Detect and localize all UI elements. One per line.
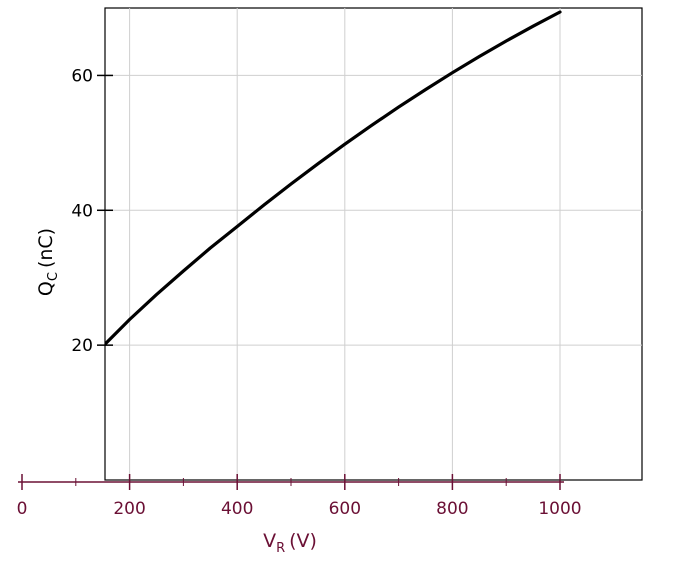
x-tick-label: 0 — [17, 499, 28, 519]
y-axis-symbol: Q — [35, 281, 57, 296]
y-axis-unit: (nC) — [35, 228, 57, 268]
x-tick-label: 1000 — [538, 499, 581, 519]
x-tick-label: 200 — [113, 499, 145, 519]
series — [105, 10, 562, 347]
x-tick-label: 800 — [436, 499, 468, 519]
y-axis-subscript: C — [46, 272, 61, 281]
axes: 0 200 400 600 800 1000 20 40 60 — [17, 66, 582, 519]
y-axis-title: QC (nC) — [35, 228, 61, 296]
y-tick-label: 20 — [71, 336, 93, 356]
plot-frame — [104, 7, 643, 481]
grid — [105, 8, 642, 480]
x-axis-symbol: V — [263, 530, 276, 552]
y-tick-label: 60 — [71, 66, 93, 86]
x-axis-subscript: R — [276, 541, 285, 556]
x-tick-label: 400 — [221, 499, 253, 519]
x-tick-label: 600 — [329, 499, 361, 519]
y-tick-label: 40 — [71, 201, 93, 221]
series-line — [105, 10, 562, 347]
x-axis-title: VR (V) — [263, 530, 317, 556]
x-axis-unit: (V) — [289, 530, 317, 552]
